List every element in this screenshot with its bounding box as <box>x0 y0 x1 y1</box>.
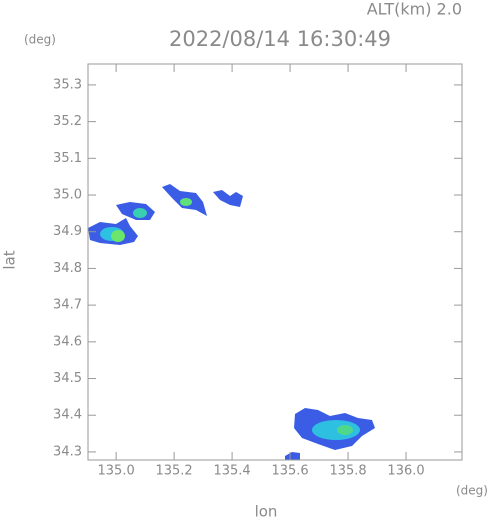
altitude-label: ALT(km) 2.0 <box>367 0 462 19</box>
x-axis-label: lon <box>255 503 278 521</box>
echo <box>133 208 147 218</box>
y-tick-label: 35.0 <box>53 188 82 203</box>
y-tick-label: 34.9 <box>53 224 82 239</box>
echo <box>285 452 300 460</box>
echo <box>312 420 360 440</box>
y-axis-label: lat <box>1 250 19 269</box>
echo <box>213 190 243 207</box>
x-tick-label: 136.0 <box>387 464 424 479</box>
y-tick-label: 34.6 <box>53 334 82 349</box>
radar-echoes <box>88 184 375 460</box>
y-tick-label: 34.4 <box>53 408 82 423</box>
y-tick-label: 35.3 <box>53 77 82 92</box>
y-unit: (deg) <box>24 33 56 47</box>
y-tick-label: 34.3 <box>53 444 82 459</box>
y-tick-label: 34.5 <box>53 371 82 386</box>
x-tick-label: 135.2 <box>155 464 192 479</box>
y-tick-label: 35.1 <box>53 151 82 166</box>
x-tick-label: 135.6 <box>271 464 308 479</box>
x-tick-label: 135.4 <box>213 464 250 479</box>
x-tick-label: 135.8 <box>329 464 366 479</box>
echo <box>111 230 125 242</box>
y-tick-label: 34.8 <box>53 261 82 276</box>
plot-frame <box>87 63 463 461</box>
y-tick-label: 35.2 <box>53 114 82 129</box>
x-unit: (deg) <box>456 484 488 498</box>
echo <box>180 198 192 206</box>
echo <box>337 425 353 435</box>
y-tick-label: 34.7 <box>53 298 82 313</box>
chart-title: 2022/08/14 16:30:49 <box>169 27 391 51</box>
x-tick-label: 135.0 <box>98 464 135 479</box>
